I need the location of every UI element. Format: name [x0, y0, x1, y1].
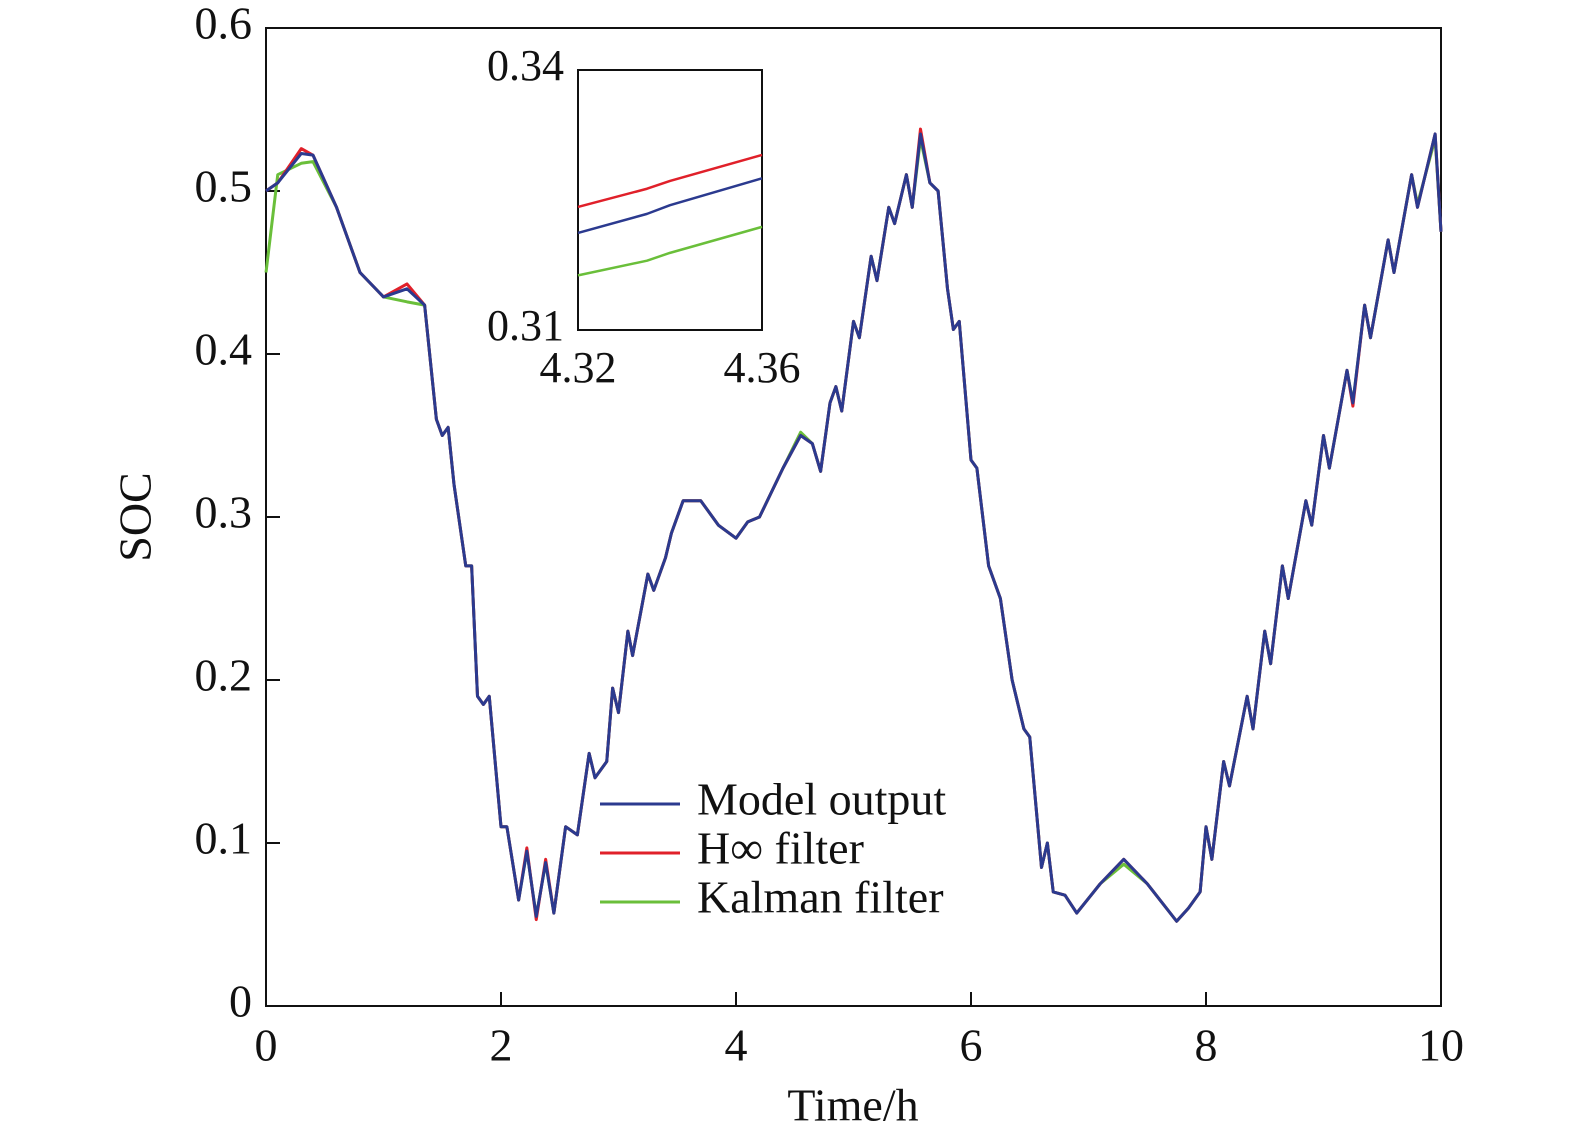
- x-tick-label: 2: [490, 1019, 513, 1070]
- x-tick-label: 6: [960, 1019, 983, 1070]
- y-tick-label: 0.1: [195, 813, 253, 864]
- y-axis-label: SOC: [110, 472, 161, 561]
- plot-frame: [265, 27, 1442, 1007]
- y-tick-label: 0.6: [195, 0, 253, 49]
- x-tick-label: 8: [1195, 1019, 1218, 1070]
- x-tick-label: 4.32: [540, 343, 617, 392]
- x-tick-label: 4: [725, 1019, 748, 1070]
- x-tick-label: 4.36: [724, 343, 801, 392]
- y-tick-label: 0.31: [487, 301, 564, 350]
- y-tick-label: 0.4: [195, 324, 253, 375]
- legend-label: Kalman filter: [697, 872, 944, 923]
- x-tick-label: 10: [1418, 1019, 1464, 1070]
- series-line: [577, 177, 763, 235]
- x-axis-label: Time/h: [787, 1080, 918, 1131]
- series-line: [577, 225, 763, 277]
- y-tick-label: 0.34: [487, 41, 564, 90]
- x-tick-label: 0: [255, 1019, 278, 1070]
- series-line: [577, 153, 763, 209]
- y-tick-label: 0: [229, 976, 252, 1027]
- y-tick-label: 0.2: [195, 650, 253, 701]
- legend-label: Model output: [697, 774, 946, 825]
- series-line: [265, 132, 1443, 923]
- y-tick-label: 0.5: [195, 161, 253, 212]
- legend-label: H∞ filter: [697, 823, 864, 874]
- y-tick-label: 0.3: [195, 487, 253, 538]
